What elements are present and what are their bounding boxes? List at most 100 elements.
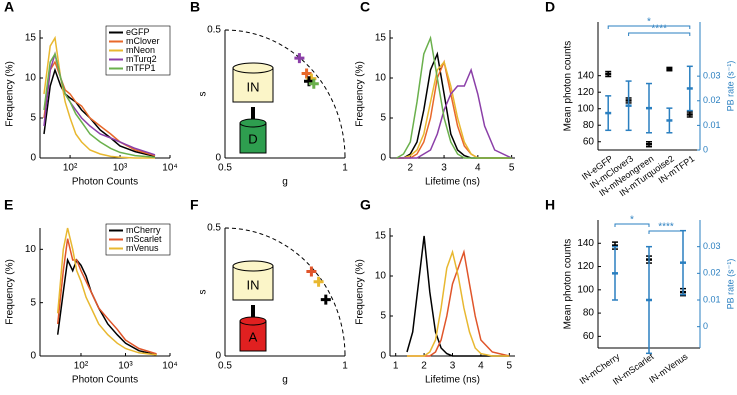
y-tick-label: 60 [583, 136, 595, 147]
linker [251, 107, 255, 121]
legend-label: mNeon [126, 45, 155, 55]
y-tick-label: 140 [577, 238, 594, 249]
x-axis-label: Lifetime (ns) [425, 375, 480, 386]
x-tick-label: 10⁴ [162, 361, 177, 372]
phasor-point [294, 53, 305, 64]
x-axis-label: Photon Counts [72, 177, 138, 188]
x-tick-label: 10² [63, 163, 78, 174]
x-tick-label: 10² [74, 361, 89, 372]
y2-tick-label: 0.03 [703, 241, 721, 251]
y-axis-label: Frequency (%) [5, 259, 16, 325]
y-axis-label: Frequency (%) [5, 61, 16, 127]
x-tick-label: 0.5 [218, 361, 232, 372]
diagram-label: D [248, 131, 257, 146]
significance-label: * [647, 17, 651, 28]
x-tick-label: 10³ [113, 163, 128, 174]
y-tick-label: 15 [25, 33, 37, 44]
error-bar [646, 245, 652, 355]
cylinder-fp-top [239, 316, 267, 326]
x-tick-label: 10³ [118, 361, 133, 372]
x-tick-label: 1 [393, 361, 399, 372]
error-bar [686, 111, 693, 118]
y2-axis-label: PB rate (s⁻¹) [725, 259, 735, 310]
series-line [407, 249, 510, 357]
y-tick-label: 5 [380, 311, 386, 322]
panel-letter: E [4, 197, 13, 213]
legend-label: mTFP1 [126, 63, 156, 73]
x-tick-label: 1 [342, 163, 348, 174]
panel-letter: C [360, 0, 370, 15]
x-tick-label: 3 [441, 163, 447, 174]
error-bar [686, 65, 693, 112]
series-line [56, 227, 157, 356]
panel-letter: A [4, 0, 14, 15]
y2-tick-label: 0 [703, 321, 708, 331]
x-tick-label: 5 [509, 163, 515, 174]
error-bar [646, 82, 652, 134]
x-axis-label: Lifetime (ns) [425, 177, 480, 188]
y-tick-label: 100 [577, 103, 594, 114]
diagram-label: A [249, 329, 258, 344]
y-tick-label: 120 [577, 87, 594, 98]
y-tick-label: 0 [30, 153, 36, 164]
y-tick-label: 0 [215, 351, 221, 362]
significance-label: **** [651, 24, 667, 35]
legend-label: mVenus [126, 243, 159, 253]
series-line [56, 257, 157, 356]
significance-bracket [648, 230, 684, 234]
y-axis-label: s [198, 290, 209, 295]
x-axis-label: Photon Counts [72, 375, 138, 386]
cylinder-in-top [232, 260, 274, 272]
cylinder-in-top [232, 62, 274, 74]
cylinder-fp [239, 320, 267, 352]
series-line [396, 35, 512, 159]
x-tick-label: 2 [407, 163, 413, 174]
legend-label: mTurq2 [126, 54, 157, 64]
x-tick-label: 2 [421, 361, 427, 372]
y2-tick-label: 0.03 [703, 71, 721, 81]
y-axis-label: Frequency (%) [355, 259, 366, 325]
y-tick-label: 80 [583, 308, 595, 319]
series-line [43, 67, 156, 158]
x-tick-label: 4 [475, 163, 481, 174]
series-line [43, 52, 156, 158]
error-bar [666, 66, 673, 72]
x-axis-label: g [282, 375, 288, 386]
significance-bracket [614, 223, 650, 227]
phasor-point [308, 78, 319, 89]
error-bar [680, 229, 686, 296]
phasor-point [301, 68, 312, 79]
y-tick-label: 0 [380, 351, 386, 362]
significance-bracket [607, 25, 691, 29]
y-tick-label: 140 [577, 70, 594, 81]
y-axis-label: Mean photon counts [563, 41, 574, 132]
y2-tick-label: 0.01 [703, 294, 721, 304]
significance-label: **** [658, 222, 674, 233]
y-tick-label: 10 [25, 244, 37, 255]
x-tick-label: IN-mVenus [647, 351, 690, 385]
y-tick-label: 5 [30, 113, 36, 124]
phasor-point [306, 266, 317, 277]
y-tick-label: 100 [577, 284, 594, 295]
error-bar [605, 70, 612, 78]
y-tick-label: 0.5 [207, 25, 221, 36]
panel-letter: H [545, 197, 555, 213]
y-tick-label: 10 [25, 73, 37, 84]
cylinder-fp [239, 122, 267, 154]
cylinder-in [232, 67, 274, 103]
y2-tick-label: 0.02 [703, 95, 721, 105]
y-tick-label: 15 [375, 33, 387, 44]
y-tick-label: 0 [215, 153, 221, 164]
error-bar [666, 107, 673, 134]
y-tick-label: 15 [375, 231, 387, 242]
panel-letter: G [360, 197, 371, 213]
cylinder-in [232, 265, 274, 301]
y-tick-label: 10 [375, 73, 387, 84]
phasor-point [320, 294, 331, 305]
y2-tick-label: 0 [703, 144, 708, 154]
cylinder-fp-top [239, 118, 267, 128]
x-tick-label: 5 [507, 361, 513, 372]
phasor-point [313, 276, 324, 287]
error-bar [646, 140, 652, 148]
